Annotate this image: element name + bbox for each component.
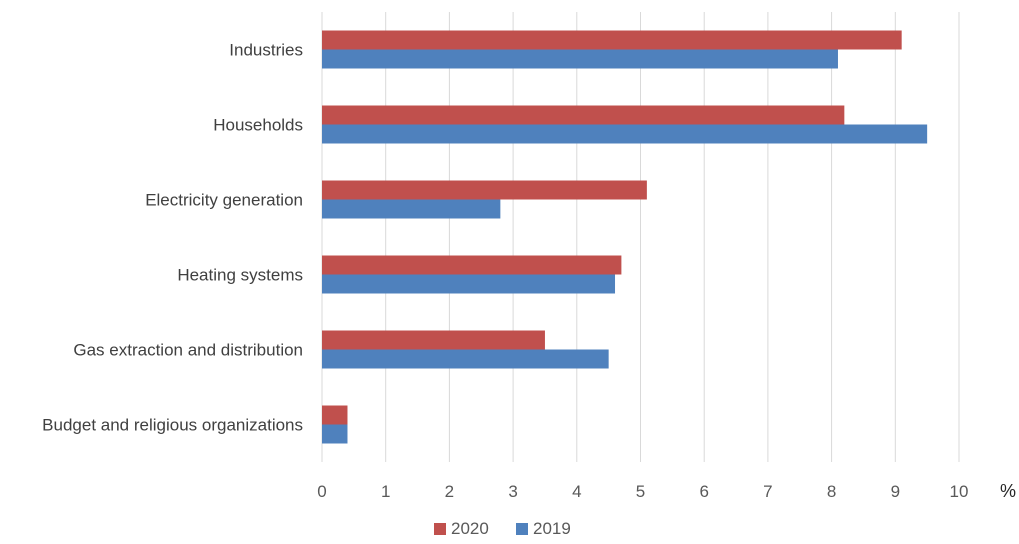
bar-2019-0: [322, 49, 838, 69]
legend-label: 2019: [533, 519, 571, 538]
legend-swatch-2019: [516, 523, 528, 535]
legend: 2020 2019: [434, 519, 571, 538]
bar-2020-2: [322, 180, 647, 200]
x-tick-label: 0: [317, 482, 326, 501]
gridlines: [321, 12, 960, 462]
bar-2020-3: [322, 255, 622, 275]
bar-2019-3: [322, 274, 616, 294]
x-tick-label: 10: [950, 482, 969, 501]
x-tick-label: 6: [699, 482, 708, 501]
bar-2020-5: [322, 405, 348, 425]
x-tick-label: 3: [508, 482, 517, 501]
category-label: Heating systems: [177, 266, 303, 285]
x-tick-label: 4: [572, 482, 581, 501]
bar-2020-0: [322, 30, 902, 50]
bar-2019-5: [322, 424, 348, 444]
category-label: Industries: [229, 41, 303, 60]
x-tick-label: 5: [636, 482, 645, 501]
x-tick-label: 8: [827, 482, 836, 501]
category-label: Households: [213, 116, 303, 135]
x-unit-label: %: [1000, 481, 1016, 501]
category-label: Electricity generation: [145, 191, 303, 210]
category-label: Gas extraction and distribution: [73, 341, 303, 360]
legend-label: 2020: [451, 519, 489, 538]
x-tick-label: 9: [891, 482, 900, 501]
x-tick-label: 2: [445, 482, 454, 501]
bar-2019-2: [322, 199, 501, 219]
bars-group: [322, 30, 928, 444]
category-labels: Industries Households Electricity generati…: [42, 41, 303, 435]
x-tick-label: 7: [763, 482, 772, 501]
bar-2019-4: [322, 349, 609, 369]
bar-2020-4: [322, 330, 545, 350]
x-tick-label: 1: [381, 482, 390, 501]
bar-2020-1: [322, 105, 845, 125]
category-label: Budget and religious organizations: [42, 416, 303, 435]
x-tick-labels: 0 1 2 3 4 5 6 7 8 9 10: [317, 482, 968, 501]
legend-swatch-2020: [434, 523, 446, 535]
bar-2019-1: [322, 124, 928, 144]
